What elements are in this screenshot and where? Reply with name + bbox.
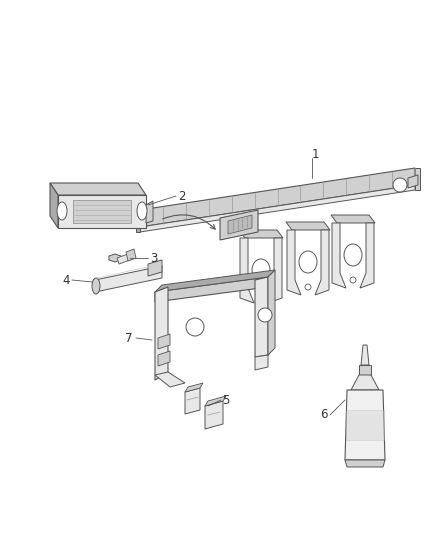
Polygon shape [185,383,203,392]
Ellipse shape [252,259,270,281]
Text: 6: 6 [320,408,328,422]
Polygon shape [50,183,146,195]
Text: 2: 2 [178,190,186,203]
Polygon shape [140,168,415,227]
Circle shape [305,284,311,290]
Polygon shape [136,208,140,232]
Polygon shape [140,185,415,232]
Polygon shape [158,334,170,349]
Polygon shape [185,388,200,414]
Polygon shape [155,372,185,387]
Polygon shape [228,215,252,234]
Polygon shape [155,277,268,302]
Ellipse shape [57,202,67,220]
Text: 7: 7 [125,332,133,344]
Polygon shape [268,270,275,355]
Polygon shape [315,230,329,295]
Polygon shape [346,410,384,440]
Circle shape [393,178,407,192]
Polygon shape [240,238,254,303]
Polygon shape [415,168,420,190]
Polygon shape [286,222,330,230]
Text: 4: 4 [62,273,70,287]
Ellipse shape [299,251,317,273]
Ellipse shape [92,278,100,294]
Polygon shape [126,249,136,261]
Polygon shape [95,266,162,292]
Polygon shape [408,175,418,188]
Ellipse shape [344,244,362,266]
Polygon shape [117,254,130,264]
Polygon shape [155,270,275,292]
Circle shape [186,318,204,336]
Polygon shape [73,200,131,223]
Polygon shape [345,460,385,467]
Polygon shape [331,215,375,223]
Polygon shape [351,375,379,390]
Circle shape [258,292,264,298]
Ellipse shape [137,202,147,220]
FancyArrowPatch shape [162,215,215,229]
Polygon shape [146,201,153,223]
Polygon shape [239,230,283,238]
Circle shape [350,277,356,283]
Polygon shape [255,277,268,357]
Polygon shape [361,345,369,365]
Polygon shape [50,183,58,228]
Polygon shape [205,401,223,429]
Polygon shape [148,260,162,276]
Polygon shape [58,195,146,228]
Text: 1: 1 [312,149,319,161]
Text: 3: 3 [150,252,157,264]
Polygon shape [255,355,268,370]
Polygon shape [360,223,374,288]
Circle shape [258,308,272,322]
Polygon shape [287,230,301,295]
Polygon shape [109,254,121,262]
Polygon shape [205,396,226,406]
Polygon shape [332,223,346,288]
Polygon shape [158,351,170,366]
Polygon shape [155,287,168,380]
Text: 5: 5 [222,393,230,407]
Polygon shape [220,210,258,240]
Polygon shape [268,238,282,303]
Polygon shape [359,365,371,375]
Polygon shape [345,390,385,460]
